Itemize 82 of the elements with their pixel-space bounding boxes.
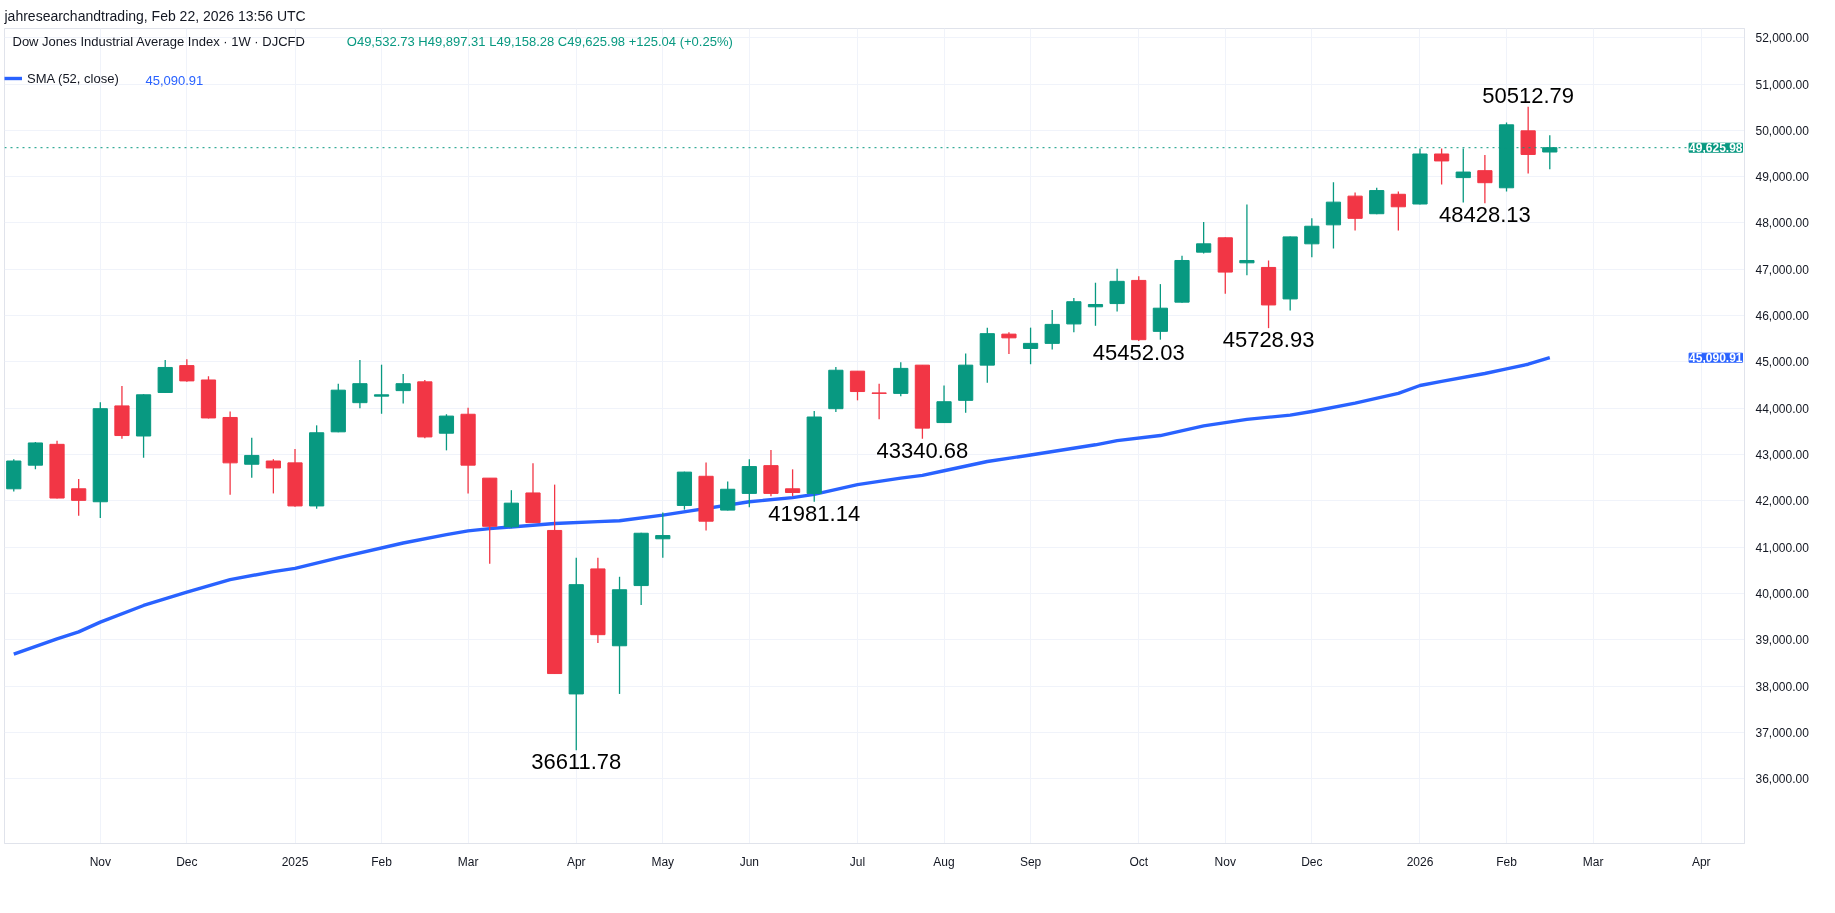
candlestick (265, 458, 281, 495)
candlestick (1434, 147, 1450, 186)
annotation: 48428.13 (1439, 202, 1531, 228)
annotation: 45452.03 (1092, 339, 1185, 365)
y-tick-label: 44,000.00 (1755, 401, 1810, 416)
candlestick (1390, 190, 1406, 232)
y-tick-label: 48,000.00 (1755, 216, 1810, 231)
ref-line-label: 49,625.98 (1689, 141, 1743, 156)
x-tick-label: Dec (1301, 854, 1323, 869)
y-tick-label: 45,000.00 (1755, 355, 1810, 370)
annotation: 50512.79 (1482, 82, 1575, 108)
x-tick-label: Mar (1582, 854, 1604, 869)
candlestick (720, 480, 736, 512)
candlestick (1325, 181, 1342, 250)
x-tick-label: Feb (1496, 854, 1518, 869)
x-tick-label: Jun (739, 854, 760, 869)
candlestick (784, 468, 801, 497)
x-tick-label: Nov (1214, 854, 1236, 869)
candlestick (1152, 283, 1168, 341)
y-tick-label: 49,000.00 (1755, 170, 1810, 185)
candlestick (244, 437, 260, 479)
x-tick-label: 2026 (1406, 854, 1434, 869)
candlestick (849, 370, 866, 401)
candlestick (1022, 326, 1039, 365)
annotation: 45,090.91 (1689, 351, 1743, 366)
legend-label: SMA (52, close) (27, 70, 119, 86)
annotation: 43340.68 (876, 437, 969, 463)
x-tick-label: Aug (933, 854, 955, 869)
candlestick (1109, 268, 1125, 313)
y-tick-label: 37,000.00 (1755, 725, 1810, 740)
chart-subtitle: O49,532.73 H49,897.31 L49,158.28 C49,625.98 +125.04 (+0.25%) (346, 33, 733, 49)
x-tick-label: Nov (89, 854, 111, 869)
x-tick-label: Oct (1129, 854, 1149, 869)
text: jahresearchandtrading, Feb 22, 2026 13:56 UTC (3, 7, 306, 24)
candlestick (27, 441, 44, 470)
y-tick-label: 50,000.00 (1755, 123, 1810, 138)
candlestick (871, 383, 887, 420)
chart-title: Dow Jones Industrial Average Index · 1W · DJCFD (12, 33, 305, 49)
y-tick-label: 39,000.00 (1755, 633, 1810, 648)
x-tick-label: Sep (1019, 854, 1042, 869)
candlestick (1520, 105, 1536, 175)
x-tick-label: Apr (1691, 854, 1711, 869)
candlestick (1369, 187, 1385, 215)
y-tick-label: 38,000.00 (1755, 679, 1810, 694)
y-tick-label: 51,000.00 (1755, 77, 1810, 92)
candlestick (1477, 154, 1493, 204)
candlestick (1347, 191, 1363, 232)
y-tick-label: 36,000.00 (1755, 772, 1810, 787)
candlestick (352, 359, 368, 409)
x-tick-label: Mar (457, 854, 479, 869)
y-tick-label: 46,000.00 (1755, 309, 1810, 324)
y-tick-label: 42,000.00 (1755, 494, 1810, 509)
x-tick-label: May (651, 854, 675, 869)
candlestick (1304, 217, 1320, 258)
annotation: 36611.78 (531, 749, 622, 775)
y-tick-label: 40,000.00 (1755, 586, 1810, 601)
candlestick (1044, 309, 1060, 351)
candlestick (1066, 297, 1082, 333)
y-tick-label: 43,000.00 (1755, 448, 1810, 463)
candlestick (71, 478, 87, 517)
candlestick (1196, 221, 1212, 255)
candlestick (936, 384, 952, 424)
x-tick-label: Feb (371, 854, 393, 869)
x-tick-label: 2025 (281, 854, 309, 869)
y-tick-label: 52,000.00 (1755, 31, 1810, 46)
y-tick-label: 41,000.00 (1755, 540, 1810, 555)
x-tick-label: Jul (849, 854, 866, 869)
candlestick (1001, 331, 1017, 355)
candlestick (373, 364, 390, 415)
candlestick (1087, 282, 1104, 327)
candlestick (1239, 203, 1255, 276)
annotation: 41981.14 (768, 500, 861, 526)
candlestick (179, 358, 195, 383)
candlestick (655, 511, 671, 559)
candlestick (503, 489, 519, 529)
y-tick-label: 47,000.00 (1755, 262, 1810, 277)
x-tick-label: Dec (176, 854, 198, 869)
candlestick (395, 373, 411, 405)
candlestick (438, 413, 455, 452)
annotation: 45,090.91 (145, 72, 204, 88)
x-tick-label: Apr (566, 854, 586, 869)
annotation: 45728.93 (1222, 327, 1315, 353)
